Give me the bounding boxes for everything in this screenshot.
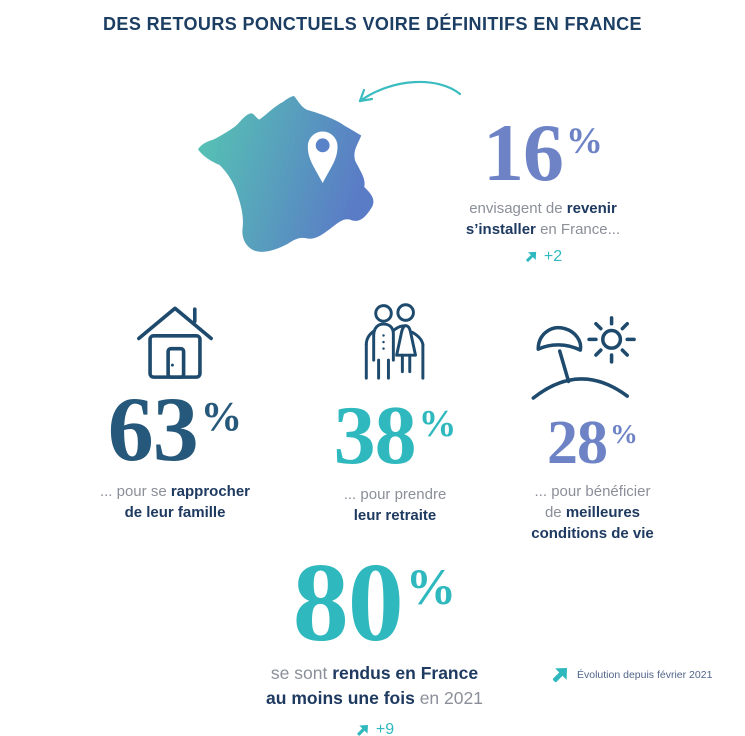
caption-regular: ... pour se (99, 483, 171, 501)
stat-family: 63% ... pour se rapprocher de leur famill… (66, 294, 284, 523)
house-icon (137, 306, 213, 379)
header: DES RETOURS PONCTUELS VOIRE DÉFINITIFS E… (0, 14, 745, 44)
page-title: DES RETOURS PONCTUELS VOIRE DÉFINITIFS E… (103, 14, 642, 34)
stat-living-conditions: 28% ... pour bénéficier de meilleures cond… (490, 306, 695, 544)
caption-regular: en 2021 (414, 688, 483, 709)
delta-badge: +9 (222, 721, 527, 736)
curved-return-arrow-icon (358, 80, 462, 103)
title-underline (106, 40, 639, 44)
france-silhouette (197, 95, 374, 252)
percent-sign: % (405, 558, 457, 615)
legend-label: Évolution depuis février 2021 (577, 668, 713, 681)
percent-sign: % (200, 393, 243, 440)
caption-regular: se sont (270, 663, 333, 684)
caption-bold: s’installer (465, 220, 536, 238)
icon-box (66, 294, 284, 384)
stat-caption: ... pour bénéficier de meilleures conditio… (490, 481, 695, 544)
caption-bold: de leur famille (124, 504, 226, 522)
stat-caption: envisagent de revenir s’installer en Fran… (418, 198, 668, 240)
trend-arrow-icon (357, 725, 368, 736)
stat-value-63: 63% (66, 383, 284, 475)
stat-value-38: 38% (298, 394, 492, 478)
caption-bold: rapprocher (170, 483, 251, 501)
percent-sign: % (418, 402, 457, 445)
evolution-legend: Évolution depuis février 2021 (550, 664, 712, 685)
caption-bold: conditions de vie (531, 524, 654, 542)
stat-number: 80 (292, 541, 404, 665)
caption-regular: en France... (535, 220, 621, 238)
percent-sign: % (610, 418, 638, 450)
caption-bold: revenir (566, 199, 617, 217)
france-map (197, 95, 374, 252)
location-pin-icon (307, 131, 338, 183)
caption-regular: ... pour prendre (343, 485, 447, 503)
stat-value-16: 16% (418, 112, 668, 194)
trend-arrow-icon (526, 252, 537, 263)
stat-visits: 80% se sont rendus en France au moins une… (222, 547, 527, 736)
caption-bold: rendus en France (332, 663, 479, 684)
caption-bold: meilleures (565, 503, 641, 521)
stat-number: 28 (547, 409, 608, 477)
stat-number: 16 (483, 107, 564, 198)
caption-regular: ... pour bénéficier (534, 482, 651, 500)
delta-value: +9 (375, 721, 395, 736)
delta-value: +2 (543, 247, 563, 265)
stat-number: 63 (107, 378, 199, 480)
delta-badge: +2 (418, 248, 668, 266)
beach-umbrella-sun-icon (531, 316, 636, 400)
stat-value-80: 80% (222, 547, 527, 659)
percent-sign: % (566, 120, 603, 162)
trend-arrow-icon (552, 668, 567, 683)
stat-return-intent: 16% envisagent de revenir s’installer en … (418, 112, 668, 266)
icon-box (490, 306, 695, 400)
stat-caption: ... pour prendre leur retraite (298, 484, 492, 526)
stat-caption: se sont rendus en France au moins une foi… (222, 661, 527, 711)
elderly-couple-icon (364, 303, 425, 380)
caption-bold: leur retraite (353, 506, 437, 524)
stat-retirement: 38% ... pour prendre leur retraite (298, 294, 492, 526)
caption-regular: envisagent de (469, 199, 567, 217)
caption-bold: au moins une fois (266, 688, 415, 709)
stat-number: 38 (333, 389, 417, 482)
icon-box (298, 294, 492, 396)
stat-value-28: 28% (490, 412, 695, 474)
caption-regular: de (544, 503, 566, 521)
stat-caption: ... pour se rapprocher de leur famille (66, 481, 284, 523)
